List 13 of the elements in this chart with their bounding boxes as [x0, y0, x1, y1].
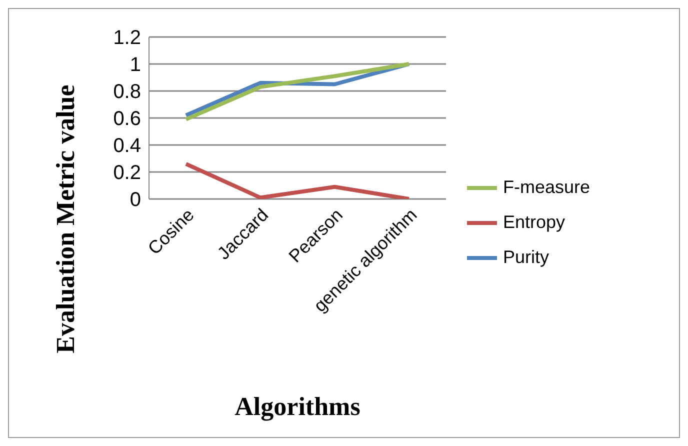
- legend-label: Entropy: [503, 212, 566, 233]
- x-axis-title: Algorithms: [234, 392, 360, 421]
- y-tick-label: 0.4: [113, 135, 141, 158]
- y-tick-label: 0: [130, 189, 141, 212]
- y-tick-label: 1: [130, 54, 141, 76]
- y-tick-label: 0.2: [113, 162, 141, 184]
- y-axis-title: Evaluation Metric value: [51, 84, 81, 354]
- y-tick-label: 1.2: [113, 27, 141, 50]
- line-series: [184, 162, 411, 199]
- legend-label: F-measure: [503, 177, 590, 198]
- y-tick-label: 0.6: [113, 108, 141, 130]
- y-tick-label: 0.8: [113, 81, 141, 104]
- legend-label: Purity: [503, 247, 550, 268]
